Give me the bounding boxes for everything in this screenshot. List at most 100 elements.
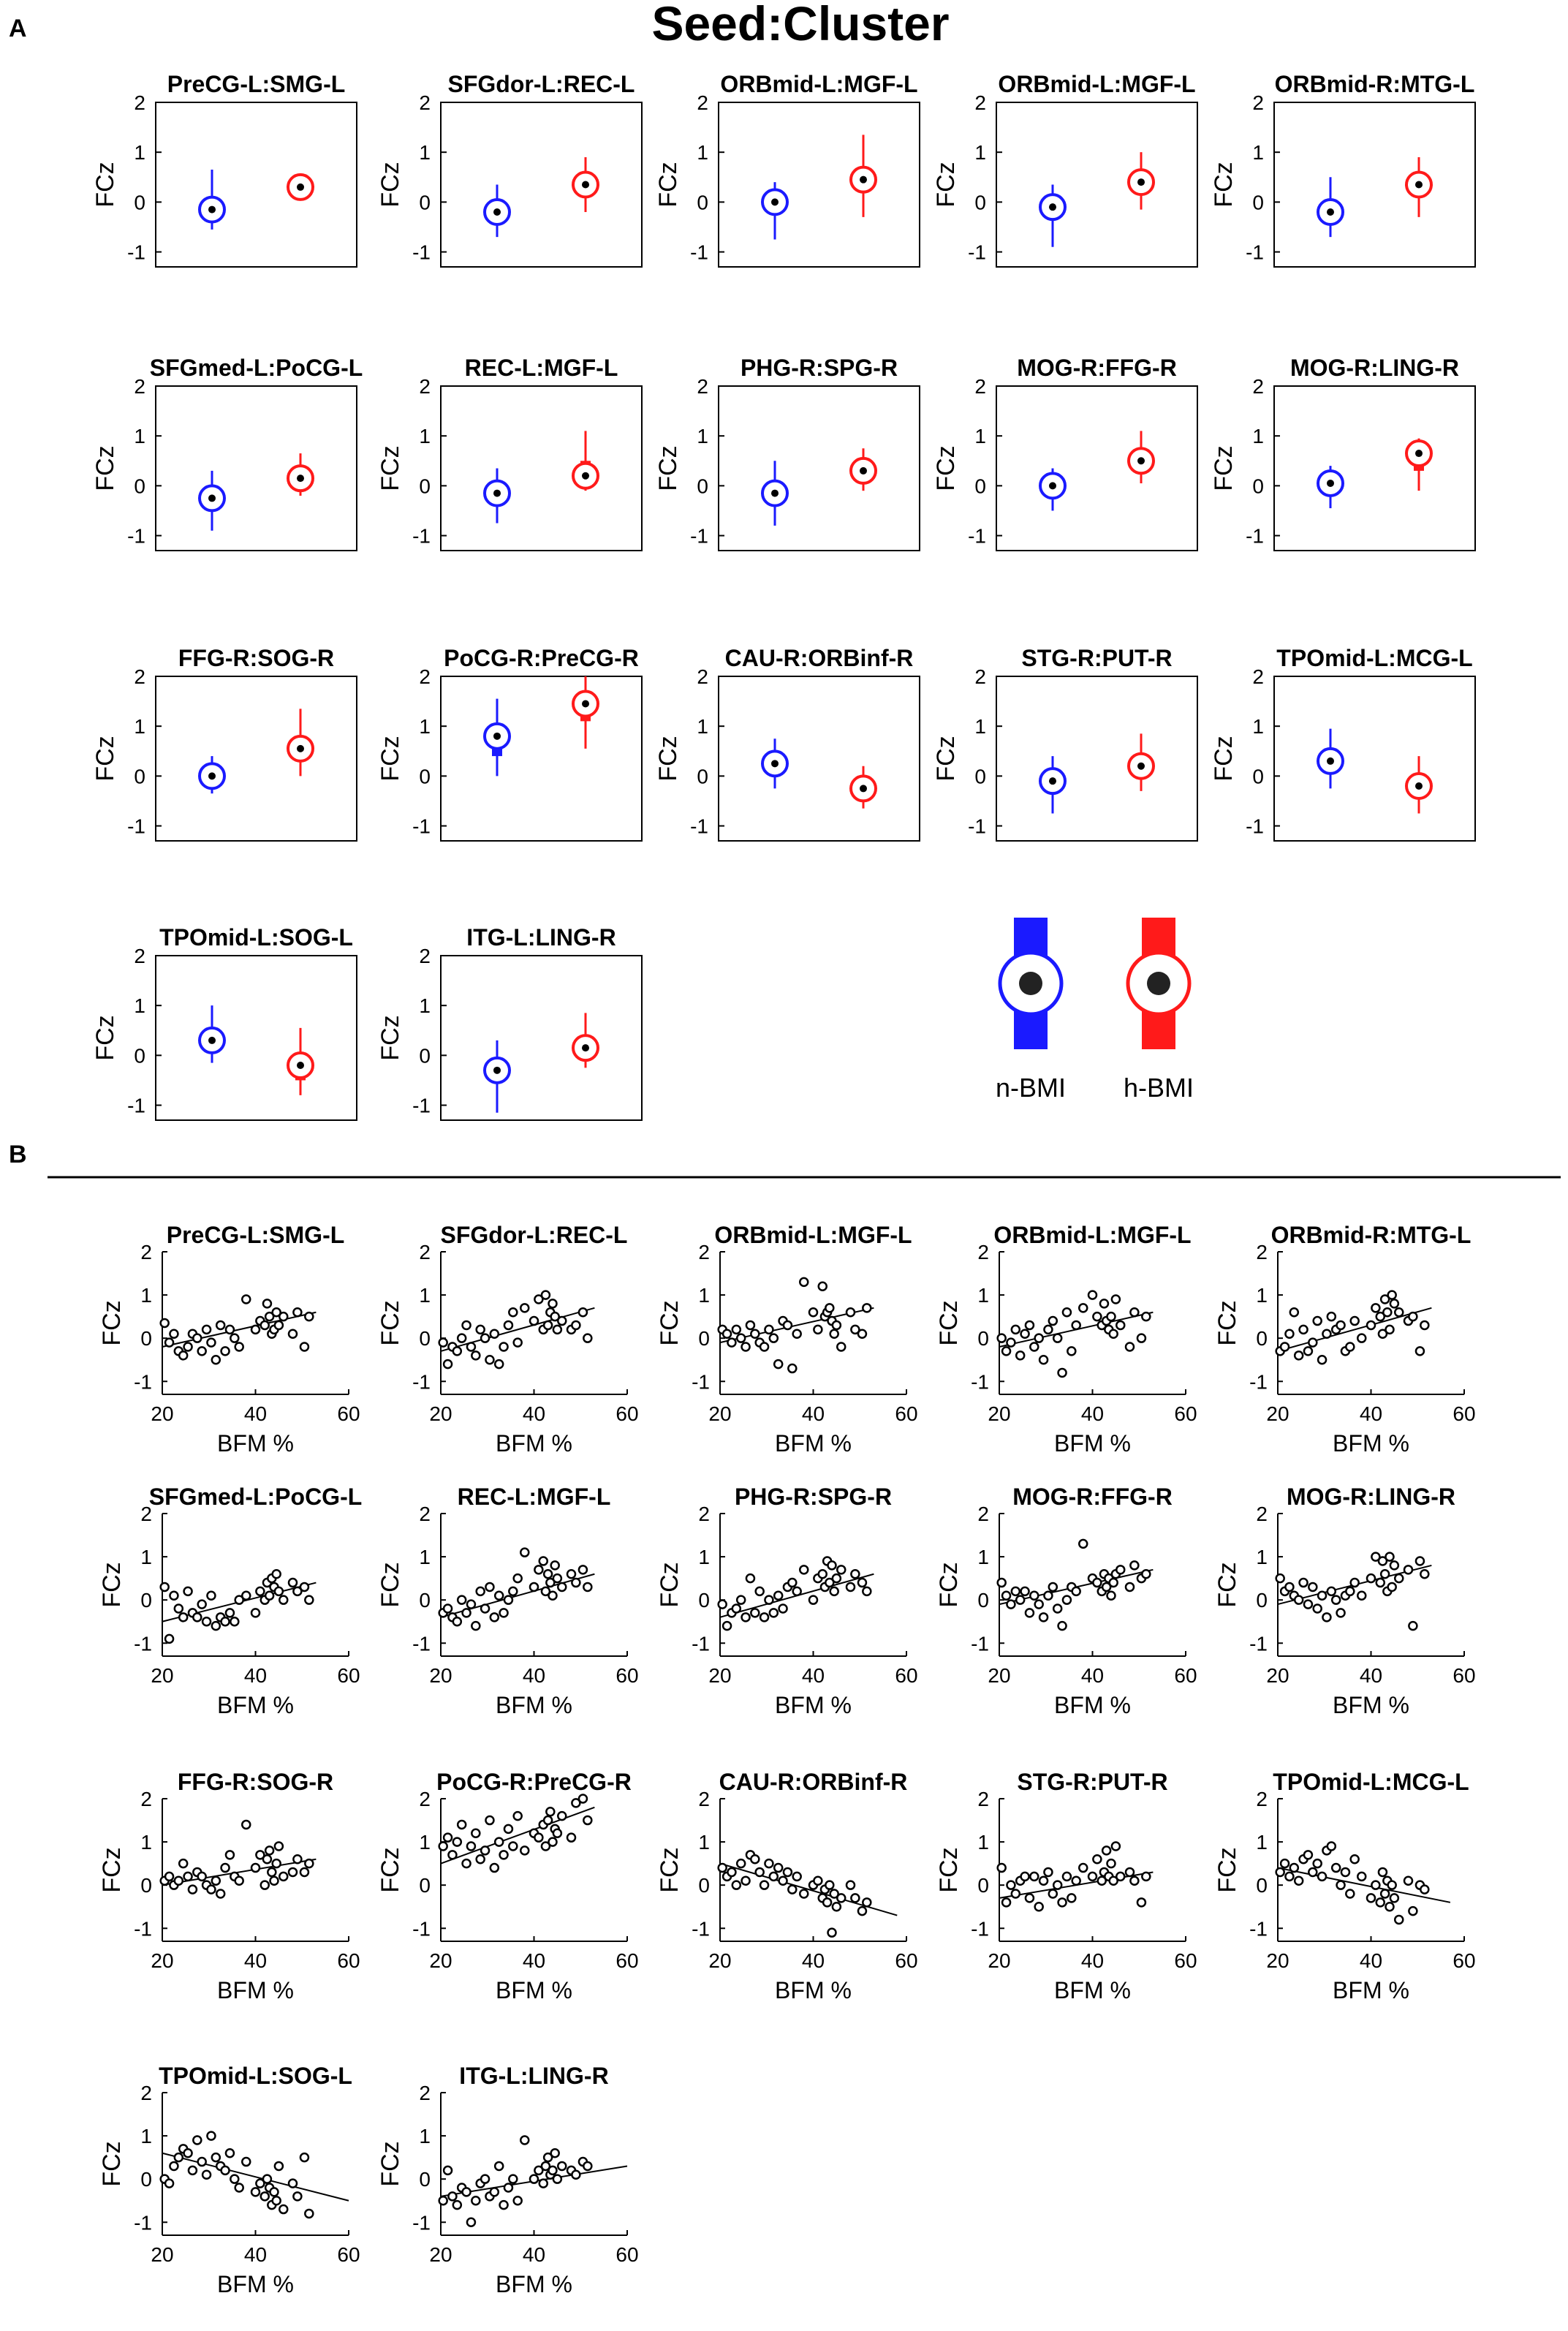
y-tick-label: 1 — [1252, 141, 1264, 164]
plot-title: SFGmed-L:PoCG-L — [149, 1484, 363, 1510]
y-tick-label: 0 — [140, 1327, 152, 1350]
data-point — [201, 1616, 212, 1627]
data-point — [206, 1590, 216, 1601]
data-point — [1001, 1590, 1012, 1601]
data-point — [540, 1290, 551, 1300]
regression-line — [162, 1311, 317, 1348]
y-tick-label: -1 — [412, 241, 431, 264]
data-point — [1078, 1862, 1088, 1873]
data-point — [1389, 1299, 1400, 1309]
data-point — [577, 1794, 588, 1804]
plot-title: ORBmid-L:MGF-L — [993, 1222, 1191, 1248]
data-point — [787, 1363, 798, 1374]
data-point — [271, 1307, 281, 1318]
data-point — [1006, 1880, 1016, 1890]
data-point — [1349, 1854, 1360, 1865]
plot-title: PHG-R:SPG-R — [741, 355, 898, 381]
x-axis-label: BFM % — [1054, 1977, 1131, 2003]
data-point — [1006, 1337, 1016, 1348]
plot-title: FFG-R:SOG-R — [178, 1769, 333, 1795]
data-point — [731, 1603, 742, 1614]
y-tick-label: 0 — [974, 475, 986, 497]
data-point — [1129, 1560, 1140, 1571]
errorbar-plot: ORBmid-L:MGF-L -1 0 1 2 FCz — [654, 71, 920, 268]
y-tick-label: 2 — [697, 91, 708, 114]
y-tick-label: -1 — [968, 815, 986, 838]
y-tick-label: -1 — [134, 2211, 152, 2234]
data-point — [1010, 1324, 1021, 1335]
data-point — [831, 1320, 842, 1331]
data-point — [534, 1565, 544, 1575]
y-axis-label: FCz — [656, 1562, 683, 1607]
data-point — [1006, 1599, 1016, 1609]
h-bmi-median-dot — [582, 181, 589, 189]
data-point — [456, 1595, 467, 1605]
y-tick-label: 2 — [419, 945, 431, 967]
y-tick-label: -1 — [412, 1632, 431, 1655]
data-point — [241, 1590, 251, 1601]
data-point — [778, 1875, 788, 1886]
data-point — [1010, 1889, 1021, 1899]
data-point — [1336, 1880, 1346, 1890]
data-point — [192, 1333, 202, 1343]
data-point — [466, 1342, 477, 1352]
data-point — [1336, 1320, 1346, 1331]
data-point — [255, 1850, 265, 1860]
data-point — [187, 1884, 198, 1894]
y-tick-label: 2 — [140, 1241, 152, 1263]
data-point — [241, 1819, 251, 1830]
data-point — [1317, 1871, 1328, 1882]
data-point — [201, 1324, 212, 1335]
data-point — [480, 1603, 491, 1614]
data-point — [1377, 1556, 1388, 1566]
x-tick-label: 20 — [1266, 1402, 1289, 1425]
data-point — [996, 1862, 1007, 1873]
data-point — [808, 1595, 819, 1605]
x-tick-label: 20 — [151, 1402, 173, 1425]
data-point — [169, 1329, 179, 1340]
data-point — [1408, 1905, 1418, 1916]
x-tick-label: 60 — [1174, 1949, 1197, 1972]
x-tick-label: 20 — [708, 1664, 731, 1687]
x-tick-label: 60 — [616, 1664, 638, 1687]
y-tick-label: -1 — [412, 1917, 431, 1940]
regression-line — [440, 1806, 595, 1865]
x-tick-label: 20 — [429, 2243, 452, 2266]
data-point — [466, 2217, 477, 2228]
data-point — [1389, 1893, 1400, 1903]
data-point — [1377, 1867, 1388, 1878]
x-tick-label: 20 — [708, 1949, 731, 1972]
data-point — [493, 1359, 504, 1369]
data-point — [461, 2187, 471, 2197]
data-point — [787, 1577, 798, 1588]
data-point — [792, 1871, 802, 1882]
figure-title: Seed:Cluster — [651, 0, 949, 50]
data-point — [493, 1590, 504, 1601]
x-tick-label: 60 — [616, 1402, 638, 1425]
x-tick-label: 20 — [1266, 1664, 1289, 1687]
data-point — [1394, 1307, 1404, 1318]
data-point — [304, 2208, 314, 2219]
plot-title: MOG-R:FFG-R — [1012, 1484, 1173, 1510]
data-point — [1061, 1871, 1072, 1882]
data-point — [1336, 1608, 1346, 1618]
data-point — [538, 2178, 548, 2188]
data-point — [1279, 1342, 1290, 1352]
plot-frame — [440, 385, 643, 551]
data-point — [542, 2152, 553, 2163]
data-point — [542, 1320, 553, 1331]
data-point — [461, 1858, 471, 1869]
x-tick-label: 20 — [708, 1402, 731, 1425]
data-point — [1349, 1577, 1360, 1588]
data-point — [1048, 1582, 1058, 1593]
plot-title: PreCG-L:SMG-L — [167, 71, 346, 97]
data-point — [540, 1586, 551, 1597]
data-point — [192, 2135, 202, 2145]
x-tick-label: 40 — [1360, 1402, 1382, 1425]
data-point — [1379, 1294, 1390, 1304]
data-point — [485, 1354, 495, 1365]
regression-line — [1277, 1867, 1451, 1903]
y-tick-label: 2 — [977, 1788, 989, 1810]
data-point — [1024, 1893, 1035, 1903]
